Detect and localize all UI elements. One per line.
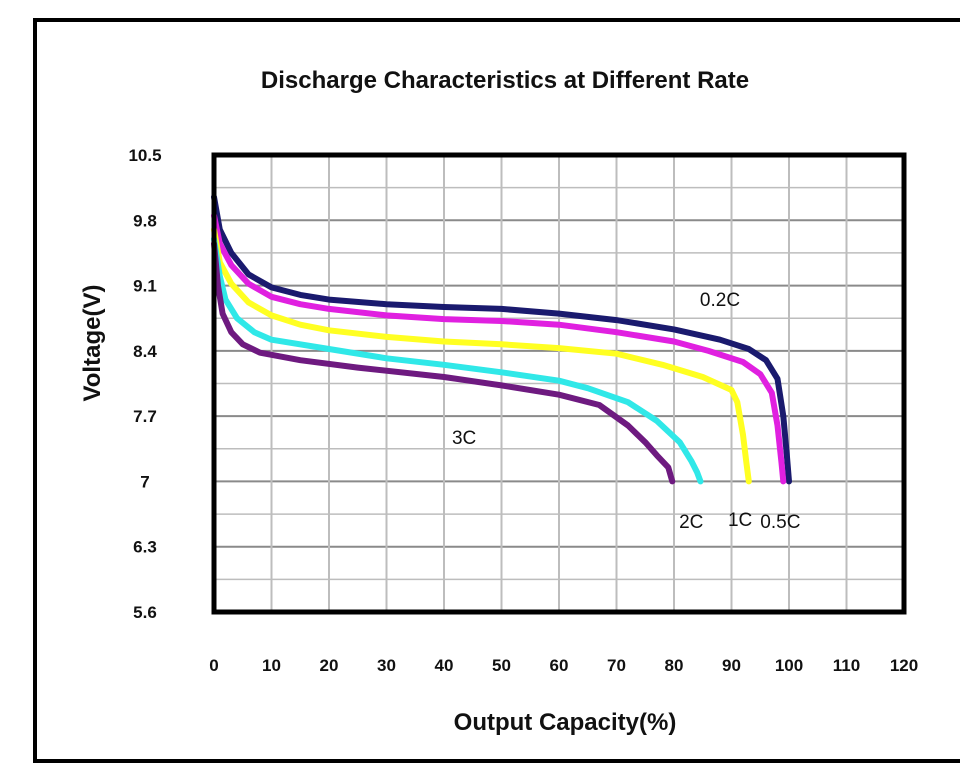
series-group (211, 194, 792, 485)
chart-title: Discharge Characteristics at Different R… (261, 67, 749, 94)
x-tick-label: 30 (377, 656, 396, 675)
y-tick-label: 8.4 (133, 342, 157, 361)
x-tick-label: 80 (665, 656, 684, 675)
series-line-1c (211, 226, 752, 485)
series-line-3c (211, 240, 676, 485)
y-tick-label: 7.7 (133, 407, 157, 426)
series-label: 0.2C (700, 290, 740, 311)
chart-frame (33, 18, 960, 763)
x-tick-label: 40 (435, 656, 454, 675)
x-tick-label: 0 (209, 656, 218, 675)
x-tick-labels: 0 10 20 30 40 50 60 70 80 90 100 110 120 (209, 656, 918, 675)
y-tick-label: 10.5 (128, 146, 161, 165)
y-tick-label: 9.1 (133, 277, 157, 296)
x-tick-label: 20 (320, 656, 339, 675)
x-tick-label: 50 (492, 656, 511, 675)
x-tick-label: 10 (262, 656, 281, 675)
y-tick-label: 5.6 (133, 603, 157, 622)
x-axis-title: Output Capacity(%) (454, 709, 677, 736)
series-label: 0.5C (760, 512, 800, 533)
x-tick-label: 100 (775, 656, 803, 675)
series-label: 1C (728, 510, 752, 531)
x-tick-label: 90 (722, 656, 741, 675)
plot-border (211, 152, 907, 615)
series-line-0-5c (211, 194, 792, 485)
y-axis-title: Voltage(V) (79, 285, 106, 402)
y-tick-label: 6.3 (133, 538, 157, 557)
series-label: 2C (679, 512, 703, 533)
series-line-0-2c (211, 212, 787, 485)
x-tick-label: 70 (607, 656, 626, 675)
y-tick-labels: 10.5 9.8 9.1 8.4 7.7 7 6.3 5.6 (128, 146, 161, 622)
series-label: 3C (452, 428, 476, 449)
y-tick-label: 7 (140, 472, 149, 491)
x-tick-label: 110 (833, 656, 860, 675)
series-annotations: 0.2C 3C 2C 1C 0.5C (452, 290, 800, 533)
x-tick-label: 60 (550, 656, 569, 675)
series-line-2c (211, 235, 704, 485)
x-tick-label: 120 (890, 656, 918, 675)
y-tick-label: 9.8 (133, 211, 157, 230)
